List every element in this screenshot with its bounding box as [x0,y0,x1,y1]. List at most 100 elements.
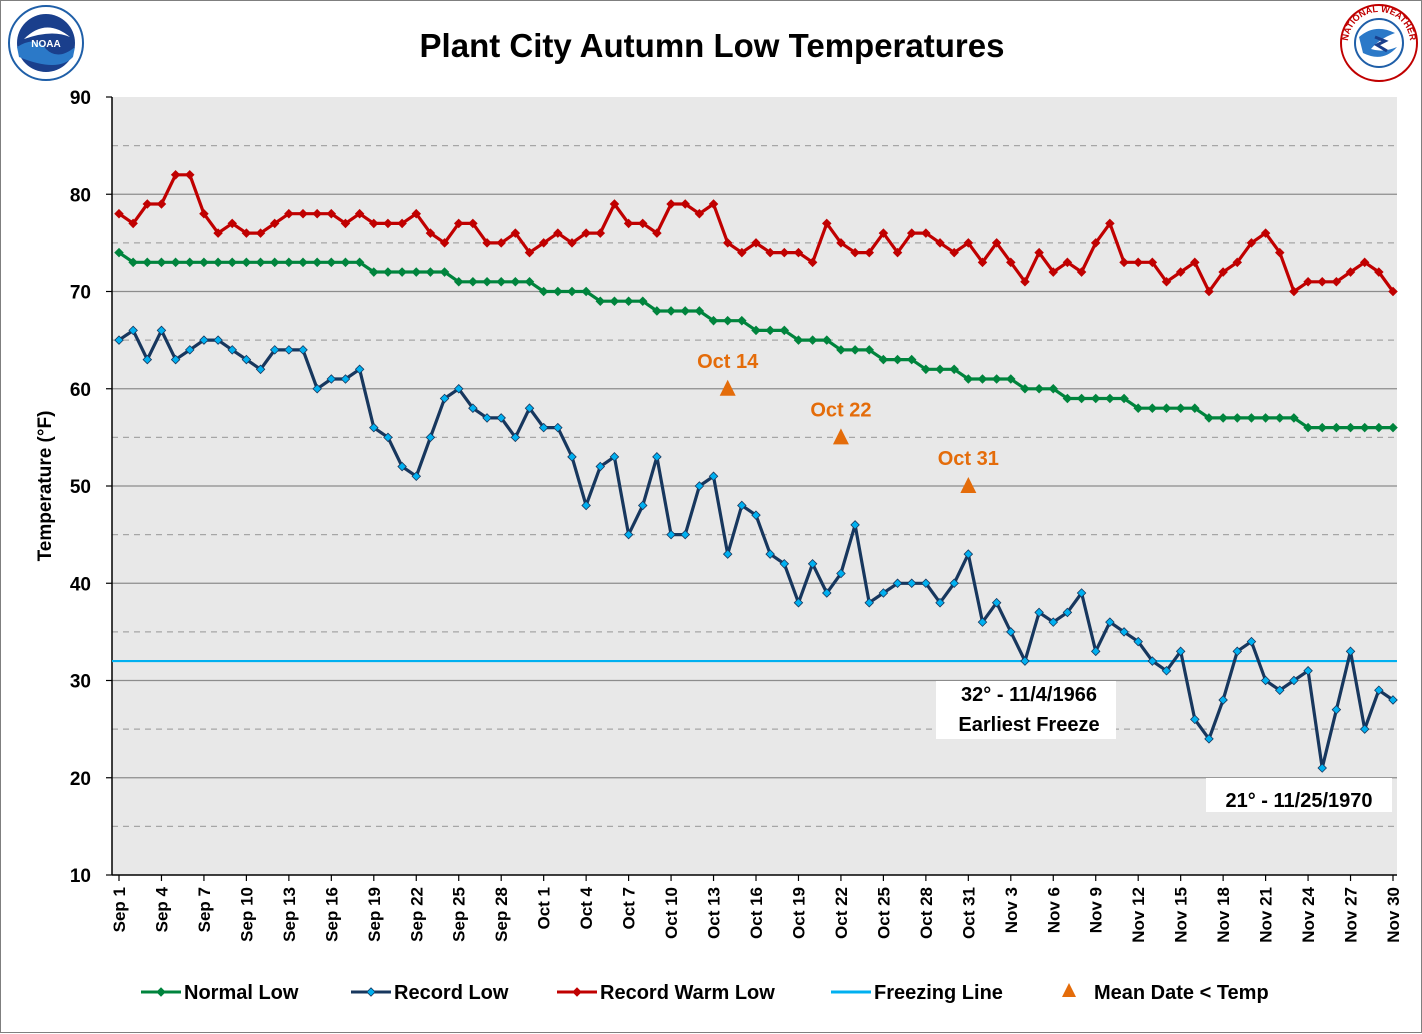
record-low-point [227,345,238,355]
record-low-point [694,481,705,491]
mean-date-marker [832,428,849,445]
record-warm-low-point [1190,257,1200,268]
record-warm-low-point [680,199,690,209]
normal-low-point [666,306,676,316]
record-warm-low-point [637,218,648,229]
record-warm-low-point [185,170,195,180]
record-low-point [906,578,917,589]
record-low-point [595,461,606,472]
nws-logo: NATIONAL WEATHER SERVICE [1340,4,1418,82]
normal-low-point [524,277,535,287]
normal-low-point [298,257,308,268]
annotation-earliest-freeze-bg [936,681,1116,739]
normal-low-point [185,257,195,268]
x-tick-label: Sep 25 [450,887,469,942]
normal-low-point [1034,383,1044,394]
record-warm-low-point [666,199,676,209]
record-low-point [439,393,450,404]
record-warm-low-point [170,170,181,180]
record-low-point [1161,666,1172,676]
x-tick-label: Nov 12 [1129,887,1148,943]
record-warm-low-point [935,238,945,248]
normal-low-point [425,267,436,277]
record-low-point [1175,646,1186,657]
record-warm-low-point [1388,286,1398,297]
legend-item-record: Record Low [351,982,509,1004]
record-warm-low-point [977,257,988,268]
normal-low-point [836,345,846,355]
record-warm-low-point [1105,218,1115,229]
record-low-point [581,500,591,511]
legend-label: Record Low [394,982,509,1004]
record-warm-low-point [354,208,365,219]
normal-low-point [737,315,747,326]
record-low-point [850,520,860,530]
record-warm-low-point [425,228,436,238]
record-low-point [156,325,167,336]
record-warm-low-point [1331,277,1342,287]
noaa-logo-text: NOAA [31,39,60,50]
record-low-point [269,345,280,355]
normal-low-point [1374,422,1384,433]
record-low-point [751,510,761,520]
x-tick-label: Sep 28 [492,887,511,942]
normal-low-point [411,267,422,277]
record-warm-low-point [1374,267,1384,277]
record-warm-low-point [765,247,775,258]
record-warm-low-point [1133,257,1143,268]
annotation-record-low-bg [1206,778,1392,812]
normal-low-point [1006,374,1016,384]
normal-low-point [1289,413,1299,423]
normal-low-point [1331,422,1342,433]
record-low-point [737,500,747,511]
record-low-point [128,325,138,336]
x-tick-label: Nov 27 [1342,887,1361,943]
x-tick-label: Oct 25 [874,887,893,939]
normal-low-point [765,325,775,336]
record-low-point [354,364,365,375]
normal-low-point [892,354,903,365]
record-warm-low-point [1034,247,1044,258]
x-tick-label: Oct 4 [577,886,596,929]
record-warm-low-point [779,247,790,258]
record-low-point [680,529,690,540]
x-tick-label: Sep 22 [407,887,426,942]
normal-low-point [213,257,223,268]
legend-item-warm: Record Warm Low [557,982,775,1004]
record-low-point [666,529,676,540]
record-low-point [255,364,266,375]
record-low-point [864,597,875,608]
normal-low-point [468,277,478,287]
series-layer: Oct 14 Oct 22 Oct 31 [112,170,1398,773]
normal-low-point [921,364,931,375]
x-tick-label: Oct 13 [705,887,724,939]
legend-label: Normal Low [184,982,299,1004]
record-low-point [1190,714,1200,725]
normal-low-point [567,286,577,297]
record-low-point [1359,724,1370,734]
record-warm-low-point [482,238,492,248]
record-low-point [977,617,988,627]
record-low-point [1006,627,1016,637]
record-warm-low-point [241,228,252,238]
normal-low-point [680,306,690,316]
normal-low-point [538,286,549,297]
record-low-point [1374,685,1384,695]
record-low-point [1274,685,1285,695]
record-warm-low-point [906,228,917,238]
y-tick-label: 20 [70,769,91,790]
legend-item-normal: Normal Low [141,982,299,1004]
record-warm-low-point [128,218,138,229]
record-warm-low-point [439,238,450,248]
record-warm-low-point [1218,267,1228,277]
x-tick-label: Sep 10 [237,887,256,942]
record-warm-low-point [737,247,747,258]
normal-low-point [595,296,606,306]
normal-low-point [779,325,790,336]
normal-low-point [949,364,959,375]
noaa-logo: NOAA [8,5,84,81]
normal-low-point [128,257,138,268]
record-warm-low-point [722,238,733,248]
x-tick-label: Sep 13 [280,887,299,942]
